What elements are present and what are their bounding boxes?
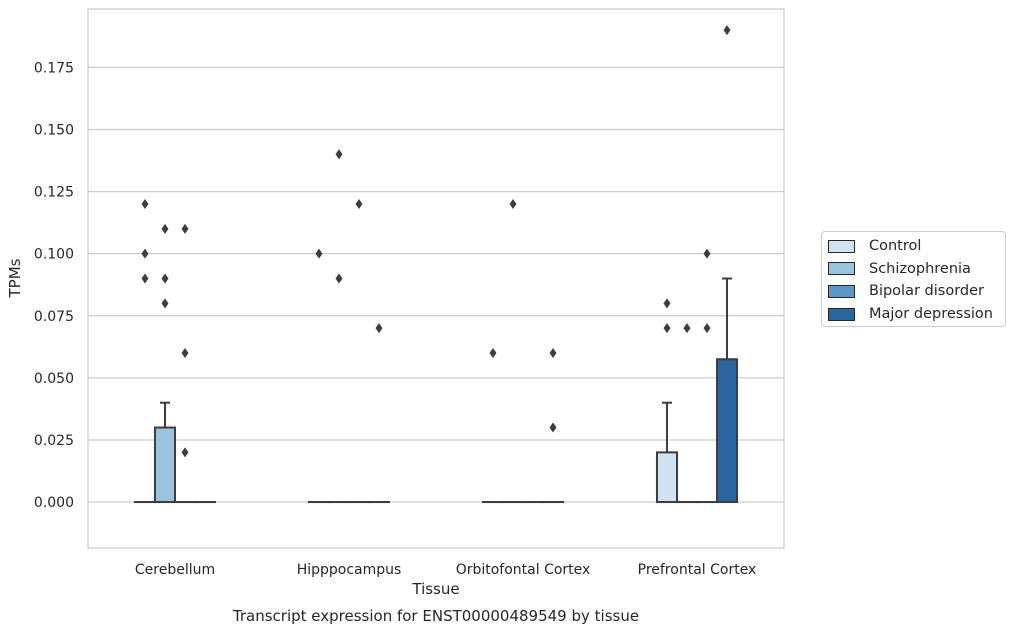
x-tick-label: Cerebellum <box>135 562 215 578</box>
outlier-point <box>141 248 149 259</box>
outlier-point <box>703 248 711 259</box>
outlier-point <box>181 348 189 359</box>
legend-swatch-major-depression <box>828 307 855 321</box>
y-tick-label: 0.000 <box>34 495 74 511</box>
box <box>655 451 678 504</box>
legend-item-schizophrenia: Schizophrenia <box>828 258 1005 281</box>
y-tick-label: 0.125 <box>34 185 74 201</box>
y-tick-label: 0.100 <box>34 247 74 263</box>
outlier-point <box>141 273 149 284</box>
outlier-point <box>663 323 671 334</box>
outlier-point <box>489 348 497 359</box>
gridlines <box>88 66 784 503</box>
legend-swatch-control <box>828 239 855 253</box>
outlier-point <box>723 25 731 36</box>
legend-item-major-depression: Major depression <box>828 303 1005 326</box>
y-tick-labels: 0.000 0.025 0.050 0.075 0.100 0.125 0.150 0.175 <box>34 60 74 511</box>
y-tick-label: 0.050 <box>34 371 74 387</box>
y-tick-label: 0.075 <box>34 309 74 325</box>
legend-label-bipolar-disorder: Bipolar disorder <box>869 283 984 300</box>
legend-label-major-depression: Major depression <box>869 306 993 323</box>
outlier-point <box>703 323 711 334</box>
x-tick-label: Prefrontal Cortex <box>638 562 757 578</box>
y-tick-label: 0.150 <box>34 122 74 138</box>
outlier-point <box>683 323 691 334</box>
x-tick-label: Orbitofontal Cortex <box>456 562 591 578</box>
outlier-point <box>663 298 671 309</box>
plot-frame <box>87 8 785 549</box>
y-axis-title: TPMs <box>6 258 24 298</box>
y-tick-label: 0.175 <box>34 60 74 76</box>
outlier-point <box>335 149 343 160</box>
outlier-point <box>509 198 517 209</box>
box <box>153 426 177 504</box>
outlier-point <box>355 198 363 209</box>
legend: Control Schizophrenia Bipolar disorder M… <box>821 231 1006 327</box>
x-tick-labels: Cerebellum Hipppocampus Orbitofontal Corte… <box>135 562 756 578</box>
outlier-point <box>315 248 323 259</box>
outlier-point <box>161 223 169 234</box>
outlier-point <box>161 298 169 309</box>
legend-label-schizophrenia: Schizophrenia <box>869 260 971 277</box>
legend-item-bipolar-disorder: Bipolar disorder <box>828 280 1005 303</box>
outlier-point <box>161 273 169 284</box>
box <box>716 358 739 504</box>
legend-label-control: Control <box>869 238 922 255</box>
outlier-point <box>181 223 189 234</box>
legend-swatch-bipolar-disorder <box>828 284 855 298</box>
outlier-point <box>549 422 557 433</box>
y-tick-label: 0.025 <box>34 433 74 449</box>
outlier-point <box>181 447 189 458</box>
boxes <box>133 25 739 504</box>
x-tick-label: Hipppocampus <box>297 562 402 578</box>
chart-title: Transcript expression for ENST0000048954… <box>232 607 639 625</box>
outlier-point <box>141 198 149 209</box>
x-axis-title: Tissue <box>411 580 459 598</box>
legend-item-control: Control <box>828 235 1005 258</box>
outlier-point <box>549 348 557 359</box>
outlier-point <box>375 323 383 334</box>
legend-swatch-schizophrenia <box>828 262 855 276</box>
outlier-point <box>335 273 343 284</box>
